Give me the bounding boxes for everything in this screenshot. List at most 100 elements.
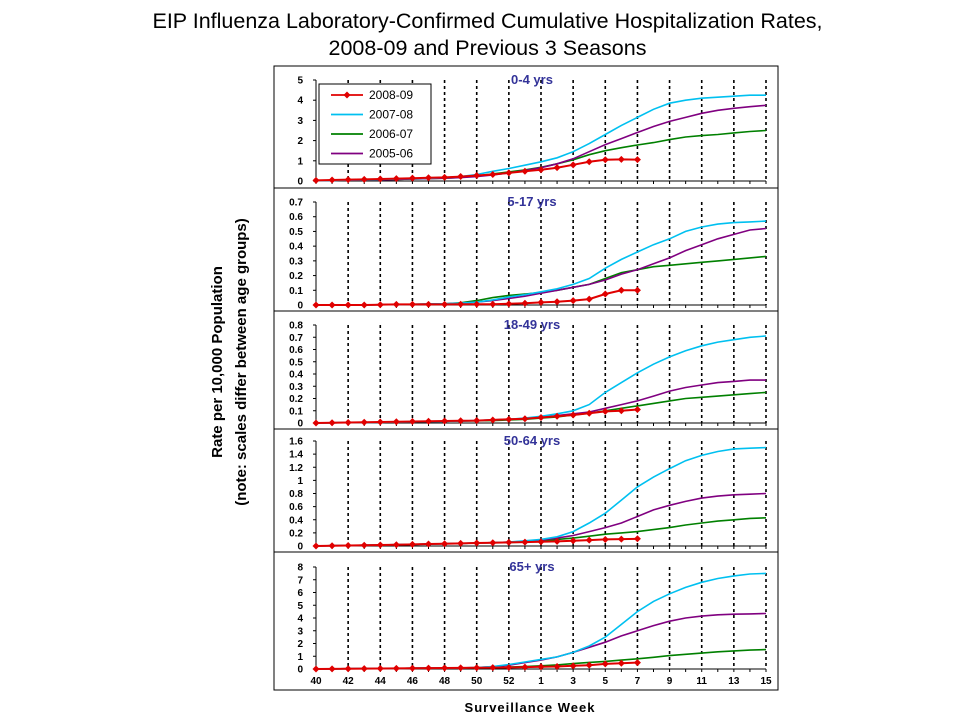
y-tick-label: 2	[297, 639, 303, 650]
data-point-2008-09	[553, 537, 561, 545]
data-point-2008-09	[473, 417, 481, 425]
data-point-2008-09	[585, 295, 593, 303]
data-point-2008-09	[553, 298, 561, 306]
data-point-2008-09	[505, 300, 513, 308]
data-point-2008-09	[392, 664, 400, 672]
data-point-2008-09	[328, 176, 336, 184]
data-point-2008-09	[633, 535, 641, 543]
x-tick-label: 3	[570, 676, 576, 687]
data-point-2008-09	[376, 418, 384, 426]
data-point-2008-09	[441, 664, 449, 672]
data-point-2008-09	[441, 173, 449, 181]
x-axis-label: Surveillance Week	[465, 700, 596, 715]
data-point-2008-09	[392, 175, 400, 183]
x-tick-label: 15	[760, 676, 772, 687]
y-tick-label: 0.6	[289, 212, 303, 223]
y-tick-label: 1	[297, 156, 303, 167]
data-point-2008-09	[553, 164, 561, 172]
y-tick-label: 1	[297, 476, 303, 487]
x-tick-label: 42	[343, 676, 355, 687]
data-point-2008-09	[601, 290, 609, 298]
legend-marker	[343, 91, 351, 99]
y-tick-label: 4	[297, 96, 303, 107]
y-tick-label: 0.5	[289, 227, 303, 238]
chart-title-line1: EIP Influenza Laboratory-Confirmed Cumul…	[152, 9, 823, 33]
data-point-2008-09	[505, 415, 513, 423]
data-point-2008-09	[521, 538, 529, 546]
y-tick-label: 0.1	[289, 406, 303, 417]
data-point-2008-09	[633, 659, 641, 667]
y-tick-label: 0.8	[289, 489, 303, 500]
data-point-2008-09	[601, 660, 609, 668]
x-tick-label: 48	[439, 676, 451, 687]
data-point-2008-09	[633, 286, 641, 294]
y-tick-label: 0.3	[289, 382, 303, 393]
data-point-2008-09	[425, 540, 432, 548]
data-point-2008-09	[585, 158, 593, 166]
panel-label: 50-64 yrs	[504, 433, 560, 448]
y-tick-label: 5	[297, 76, 303, 87]
data-point-2008-09	[408, 300, 416, 308]
data-point-2008-09	[457, 664, 465, 672]
y-tick-label: 0.8	[289, 321, 303, 332]
data-point-2008-09	[505, 663, 513, 671]
y-tick-label: 0	[297, 419, 303, 430]
y-tick-label: 1.4	[289, 450, 303, 461]
data-point-2008-09	[633, 406, 641, 414]
x-tick-label: 40	[310, 676, 322, 687]
data-point-2008-09	[408, 418, 416, 426]
data-point-2008-09	[633, 156, 641, 164]
data-point-2008-09	[392, 418, 400, 426]
data-point-2008-09	[473, 539, 481, 547]
data-point-2008-09	[408, 540, 416, 548]
legend-label: 2006-07	[369, 127, 413, 141]
x-tick-label: 9	[667, 676, 673, 687]
y-tick-label: 0	[297, 542, 303, 553]
data-point-2008-09	[553, 412, 561, 420]
data-point-2008-09	[617, 155, 625, 163]
chart-legend: 2008-09 2007-08 2006-07 2005-06	[318, 83, 432, 165]
data-point-2008-09	[392, 541, 400, 549]
data-point-2008-09	[617, 407, 625, 415]
data-point-2008-09	[376, 541, 384, 549]
panel-label: 65+ yrs	[509, 559, 554, 574]
data-point-2008-09	[569, 662, 577, 670]
panel-label: 0-4 yrs	[511, 72, 553, 87]
data-point-2008-09	[505, 538, 513, 546]
y-tick-label: 0.1	[289, 286, 303, 297]
data-point-2008-09	[553, 662, 561, 670]
y-tick-label: 0.5	[289, 357, 303, 368]
y-tick-label: 0.6	[289, 345, 303, 356]
y-axis-label-line2: (note: scales differ between age groups)	[233, 218, 250, 506]
data-point-2008-09	[569, 411, 577, 419]
data-point-2008-09	[585, 536, 593, 544]
data-point-2008-09	[441, 417, 449, 425]
data-point-2008-09	[328, 301, 336, 309]
data-point-2008-09	[585, 661, 593, 669]
y-tick-label: 4	[297, 614, 303, 625]
y-tick-label: 1.6	[289, 437, 303, 448]
data-point-2008-09	[489, 300, 497, 308]
legend-label: 2005-06	[369, 147, 413, 161]
y-tick-label: 1.2	[289, 463, 303, 474]
legend-label: 2007-08	[369, 108, 413, 122]
y-axis-label-line1: Rate per 10,000 Population	[209, 266, 226, 458]
y-tick-label: 0.4	[289, 242, 303, 253]
data-point-2008-09	[344, 301, 352, 309]
data-point-2008-09	[360, 418, 368, 426]
y-tick-label: 3	[297, 116, 303, 127]
data-point-2008-09	[489, 539, 497, 547]
data-point-2008-09	[441, 540, 449, 548]
panel-frame	[273, 551, 779, 691]
data-point-2008-09	[344, 665, 352, 673]
data-point-2008-09	[521, 167, 529, 175]
data-point-2008-09	[425, 664, 432, 672]
x-tick-label: 46	[407, 676, 419, 687]
x-tick-label: 52	[503, 676, 515, 687]
panel-label: 18-49 yrs	[504, 317, 560, 332]
x-tick-label: 1	[538, 676, 544, 687]
data-point-2008-09	[360, 175, 368, 183]
data-point-2008-09	[312, 176, 320, 184]
data-point-2008-09	[617, 286, 625, 294]
data-point-2008-09	[312, 665, 320, 673]
